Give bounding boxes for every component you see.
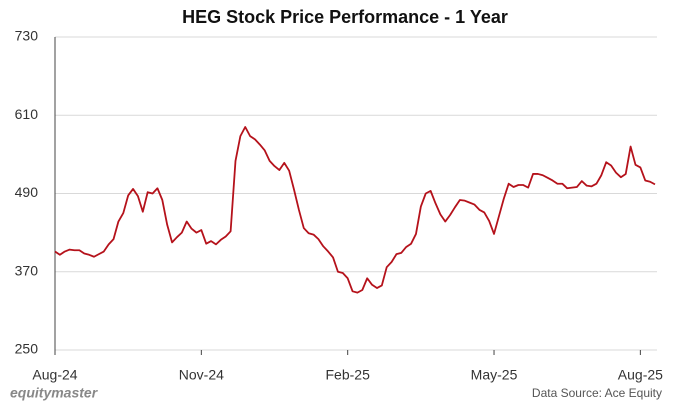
y-tick-label: 250 — [15, 341, 39, 357]
x-tick-label: Aug-24 — [32, 367, 77, 383]
y-tick-label: 730 — [15, 28, 39, 44]
price-line — [54, 126, 656, 294]
x-tick-label: Feb-25 — [326, 367, 371, 383]
y-tick-label: 610 — [15, 106, 39, 122]
source-note: Data Source: Ace Equity — [532, 386, 662, 400]
x-tick-label: Nov-24 — [179, 367, 224, 383]
x-tick-label: May-25 — [471, 367, 518, 383]
y-tick-label: 370 — [15, 262, 39, 278]
watermark: equitymaster — [10, 385, 99, 401]
y-tick-label: 490 — [15, 184, 39, 200]
x-tick-label: Aug-25 — [618, 367, 663, 383]
chart-title: HEG Stock Price Performance - 1 Year — [182, 7, 508, 27]
